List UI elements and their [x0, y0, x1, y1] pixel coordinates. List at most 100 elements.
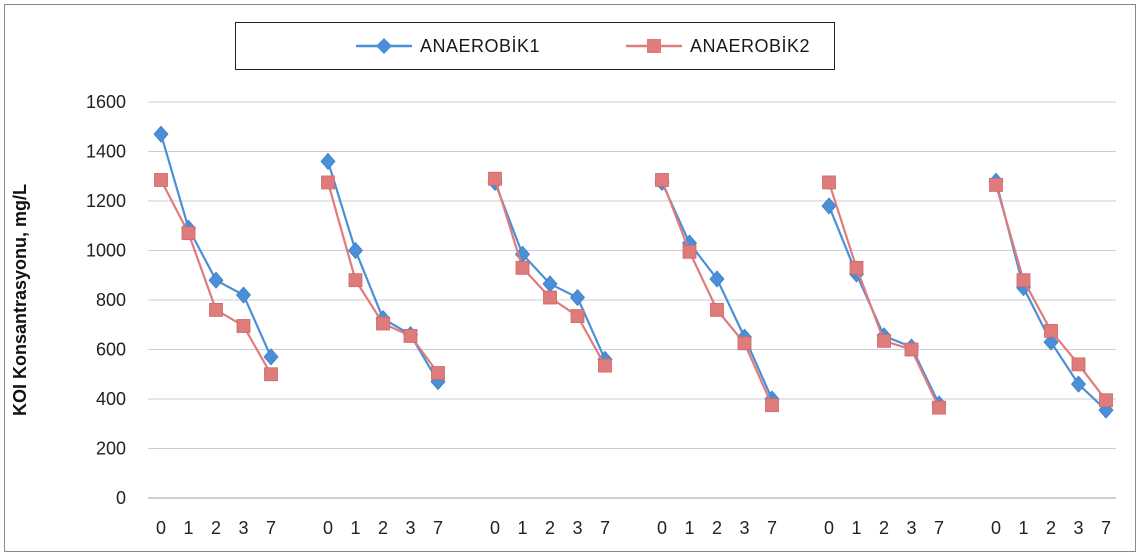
x-tick-label: 7 [433, 518, 443, 538]
y-tick-label: 1000 [86, 241, 126, 261]
data-point [1016, 273, 1031, 288]
series-line-segment [660, 179, 774, 406]
x-tick-label: 3 [906, 518, 916, 538]
y-tick-label: 1400 [86, 142, 126, 162]
data-point [932, 400, 946, 415]
legend-label-series-2: ANAEROBİK2 [690, 35, 811, 56]
x-tick-label: 2 [378, 518, 388, 538]
series-line-segment [994, 184, 1107, 401]
data-point [488, 171, 502, 186]
x-tick-label: 1 [684, 518, 694, 538]
y-tick-labels: 0 200 400 600 800 1000 1200 1400 1600 [86, 92, 126, 508]
x-tick-label: 3 [405, 518, 415, 538]
x-tick-label: 2 [545, 518, 555, 538]
legend-marker-square-icon [626, 39, 682, 53]
x-tick-label: 0 [490, 518, 500, 538]
data-point [849, 260, 864, 275]
data-point [515, 260, 530, 275]
series-line-segment [994, 180, 1107, 411]
x-tick-label: 2 [712, 518, 722, 538]
legend-item-series-1: ANAEROBİK1 [354, 23, 540, 69]
data-point [877, 333, 891, 348]
legend-label-series-1: ANAEROBİK1 [420, 35, 541, 56]
series-2 [154, 171, 1113, 415]
data-point [543, 290, 557, 305]
data-point [709, 270, 725, 288]
data-point [570, 309, 585, 323]
y-tick-label: 0 [116, 488, 126, 508]
data-point [904, 342, 919, 357]
data-point [181, 226, 196, 241]
x-tick-label: 0 [657, 518, 667, 538]
x-tick-label: 7 [767, 518, 777, 538]
legend-marker-diamond-icon [356, 38, 412, 54]
series [153, 125, 1114, 419]
y-tick-label: 200 [96, 439, 126, 459]
series-line-segment [827, 182, 940, 409]
x-tick-label: 0 [824, 518, 834, 538]
data-point [321, 175, 335, 190]
x-tick-label: 2 [211, 518, 221, 538]
data-point [403, 328, 418, 343]
gridlines [148, 101, 1116, 449]
y-tick-label: 800 [96, 290, 126, 310]
y-tick-label: 600 [96, 340, 126, 360]
data-point [431, 366, 445, 380]
data-point [1070, 375, 1087, 393]
x-tick-label: 7 [1101, 518, 1111, 538]
legend-item-series-2: ANAEROBİK2 [624, 23, 810, 69]
x-tick-label: 2 [879, 518, 889, 538]
y-tick-label: 1600 [86, 92, 126, 112]
data-point [989, 178, 1003, 192]
data-point [263, 348, 279, 366]
data-point [569, 288, 586, 307]
data-point [376, 316, 390, 331]
series-line-segment [326, 161, 439, 383]
legend: ANAEROBİK1 ANAEROBİK2 [235, 22, 835, 70]
y-tick-label: 400 [96, 389, 126, 409]
series-line-segment [326, 182, 439, 374]
data-point [1043, 333, 1059, 351]
data-point [1099, 393, 1113, 408]
y-tick-label: 1200 [86, 191, 126, 211]
x-tick-label: 1 [350, 518, 360, 538]
data-point [208, 271, 224, 289]
data-point [821, 197, 837, 215]
x-tick-label: 0 [991, 518, 1001, 538]
data-point [154, 173, 168, 187]
x-tick-label: 3 [572, 518, 582, 538]
data-point [153, 125, 169, 143]
x-tick-label: 1 [517, 518, 527, 538]
data-point [655, 173, 669, 187]
data-point [765, 398, 779, 413]
data-point [598, 358, 612, 373]
x-tick-label: 7 [934, 518, 944, 538]
data-point [682, 244, 697, 259]
x-tick-label: 7 [266, 518, 276, 538]
series-line-segment [493, 178, 606, 367]
data-point [264, 367, 278, 382]
x-tick-label: 1 [1018, 518, 1028, 538]
series-line-segment [159, 133, 273, 358]
data-point [320, 152, 336, 171]
data-point [1071, 357, 1086, 372]
data-point [348, 273, 363, 288]
chart-frame [4, 4, 1136, 552]
x-tick-label: 1 [183, 518, 193, 538]
data-point [235, 286, 252, 304]
data-point [1044, 324, 1058, 338]
x-tick-label: 0 [156, 518, 166, 538]
x-tick-label: 2 [1046, 518, 1056, 538]
x-tick-label: 7 [600, 518, 610, 538]
data-point [710, 302, 724, 317]
x-tick-label: 1 [851, 518, 861, 538]
y-axis-label: KOI Konsantrasyonu, mg/L [10, 183, 30, 417]
x-tick-label: 3 [1073, 518, 1083, 538]
series-1 [153, 125, 1114, 419]
x-tick-label: 0 [323, 518, 333, 538]
x-tick-label: 3 [238, 518, 248, 538]
data-point [209, 302, 223, 317]
data-point [737, 336, 752, 351]
